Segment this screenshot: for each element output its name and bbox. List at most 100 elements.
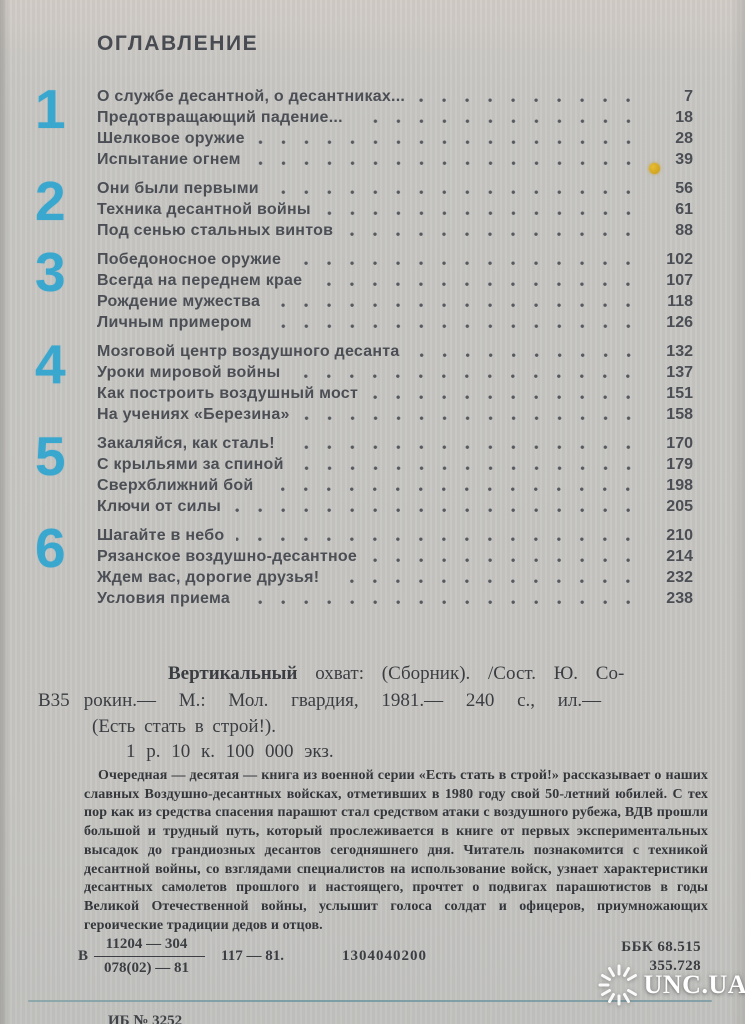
dot-leader <box>354 119 649 124</box>
dot-leader <box>331 579 649 584</box>
toc-entry: Победоносное оружие 102 <box>97 249 693 270</box>
toc-entry: Мозговой центр воздушного десанта 132 <box>97 341 693 362</box>
dot-leader <box>417 98 649 103</box>
bibliography-line-2-text: рокин.— М.: Мол. гвардия, 1981.— 240 с.,… <box>83 690 602 711</box>
toc-entry-page: 214 <box>666 548 693 565</box>
toc-section-3: 3 Победоносное оружие 102 Всегда на передне… <box>35 245 693 333</box>
toc-entry-page: 198 <box>666 477 693 494</box>
page-title: ОГЛАВЛЕНИЕ <box>97 32 259 55</box>
bbk-classification: ББК 68.515 355.728 <box>621 938 701 976</box>
toc-entry: Техника десантной войны 61 <box>97 199 693 220</box>
toc-entry-page: 102 <box>666 251 693 268</box>
bibliography-line-3: (Есть стать в строй!). <box>92 716 276 737</box>
dot-leader <box>369 558 649 563</box>
toc-entry-page: 158 <box>666 406 693 423</box>
toc-entry-title: О службе десантной, о десантниках... <box>97 88 406 105</box>
toc-entry-title: Мозговой центр воздушного десанта <box>97 343 400 360</box>
toc-entry: Рязанское воздушно-десантное 214 <box>97 546 693 567</box>
toc-entry-title: На учениях «Березина» <box>97 406 290 423</box>
toc-entry-title: Уроки мировой войны <box>97 364 281 381</box>
toc-entry-page: 126 <box>666 314 693 331</box>
toc-entry-title: Сверхближний бой <box>97 477 254 494</box>
footer-cut-line: ИБ № 3252 <box>108 1013 183 1024</box>
bbk-line-2: 355.728 <box>649 958 701 974</box>
toc-entry: Предотвращающий падение... 18 <box>97 107 693 128</box>
bibliography-line-1: Вертикальный охват: (Сборник). /Сост. Ю.… <box>168 661 745 687</box>
dot-leader <box>301 416 649 421</box>
toc-entry-page: 56 <box>675 180 693 197</box>
toc-entry-page: 28 <box>675 130 693 147</box>
dot-leader <box>256 140 649 145</box>
yellow-stain-mark <box>649 163 660 174</box>
toc-entry: Шелковое оружие 28 <box>97 128 693 149</box>
chapter-number-5: 5 <box>35 425 66 487</box>
toc-entry: Как построить воздушный мост 151 <box>97 383 693 404</box>
toc-entry: Под сенью стальных винтов 88 <box>97 220 693 241</box>
toc-entry-page: 151 <box>666 385 693 402</box>
toc-section-4: 4 Мозговой центр воздушного десанта 132 Уро… <box>35 337 693 425</box>
toc-entry: О службе десантной, о десантниках... 7 <box>97 86 693 107</box>
toc-entry-page: 61 <box>675 201 693 218</box>
dot-leader <box>272 303 649 308</box>
toc-entry-page: 179 <box>666 456 693 473</box>
toc-section-6: 6 Шагайте в небо 210 Рязанское воздушно-дес… <box>35 521 693 609</box>
chapter-number-4: 4 <box>35 333 66 395</box>
toc-entry-page: 137 <box>666 364 693 381</box>
toc-entry-title: Ключи от силы <box>97 498 222 515</box>
toc-entry-page: 132 <box>666 343 693 360</box>
toc-entry-title: Шагайте в небо <box>97 527 225 544</box>
toc-entry-page: 39 <box>675 151 693 168</box>
toc-entry-title: Под сенью стальных винтов <box>97 222 334 239</box>
bibliography-price-line: 1 р. 10 к. 100 000 экз. <box>126 741 334 762</box>
dot-leader <box>263 324 649 329</box>
dot-leader <box>252 161 649 166</box>
dot-leader <box>270 190 649 195</box>
catalog-letter: В <box>78 948 89 964</box>
dot-leader <box>242 600 649 605</box>
bbk-line-1: ББК 68.515 <box>621 939 701 955</box>
toc-entry: На учениях «Березина» 158 <box>97 404 693 425</box>
toc-entry-title: Техника десантной войны <box>97 201 311 218</box>
toc-entry-title: Личным примером <box>97 314 252 331</box>
toc-entry: Шагайте в небо 210 <box>97 525 693 546</box>
bibliography-line-1-rest: охват: (Сборник). /Сост. Ю. Со- <box>297 663 625 684</box>
catalog-fraction-numerator: 11204 — 304 <box>105 936 188 952</box>
dot-leader <box>286 445 649 450</box>
dot-leader <box>322 211 649 216</box>
toc-entry-title: Победоносное оружие <box>97 251 282 268</box>
toc-entry-title: Всегда на переднем крае <box>97 272 303 289</box>
toc-entry: Всегда на переднем крае 107 <box>97 270 693 291</box>
toc-entry: Личным примером 126 <box>97 312 693 333</box>
dot-leader <box>295 466 649 471</box>
dot-leader <box>265 487 649 492</box>
toc-entry: Они были первыми 56 <box>97 178 693 199</box>
dot-leader <box>292 374 649 379</box>
toc-entry-page: 170 <box>666 435 693 452</box>
dot-leader <box>314 282 649 287</box>
toc-entry-page: 107 <box>666 272 693 289</box>
toc-entry-title: Шелковое оружие <box>97 130 245 147</box>
toc-entry-title: Испытание огнем <box>97 151 241 168</box>
chapter-number-1: 1 <box>35 78 66 140</box>
catalog-order-number: 1304040200 <box>341 948 427 964</box>
catalog-fraction-denominator: 078(02) — 81 <box>94 956 206 977</box>
toc-entry-title: Закаляйся, как сталь! <box>97 435 275 452</box>
toc-entry: С крыльями за спиной 179 <box>97 454 693 475</box>
catalog-imprint-block: В 11204 — 304 078(02) — 81 117 — 81. 130… <box>78 936 427 977</box>
toc-entry-title: Как построить воздушный мост <box>97 385 359 402</box>
horizontal-rule <box>28 1000 712 1002</box>
toc-entry: Закаляйся, как сталь! 170 <box>97 433 693 454</box>
bibliography-title: Вертикальный <box>168 663 298 684</box>
toc-entry: Рождение мужества 118 <box>97 291 693 312</box>
toc-entry-title: Рождение мужества <box>97 293 261 310</box>
chapter-number-3: 3 <box>35 241 66 303</box>
toc-entry: Ждем вас, дорогие друзья! 232 <box>97 567 693 588</box>
toc-entry-title: Предотвращающий падение... <box>97 109 343 126</box>
toc-entry: Испытание огнем 39 <box>97 149 693 170</box>
toc-entry-page: 210 <box>666 527 693 544</box>
dot-leader <box>370 395 649 400</box>
dot-leader <box>293 261 649 266</box>
toc-section-5: 5 Закаляйся, как сталь! 170 С крыльями за с… <box>35 429 693 517</box>
